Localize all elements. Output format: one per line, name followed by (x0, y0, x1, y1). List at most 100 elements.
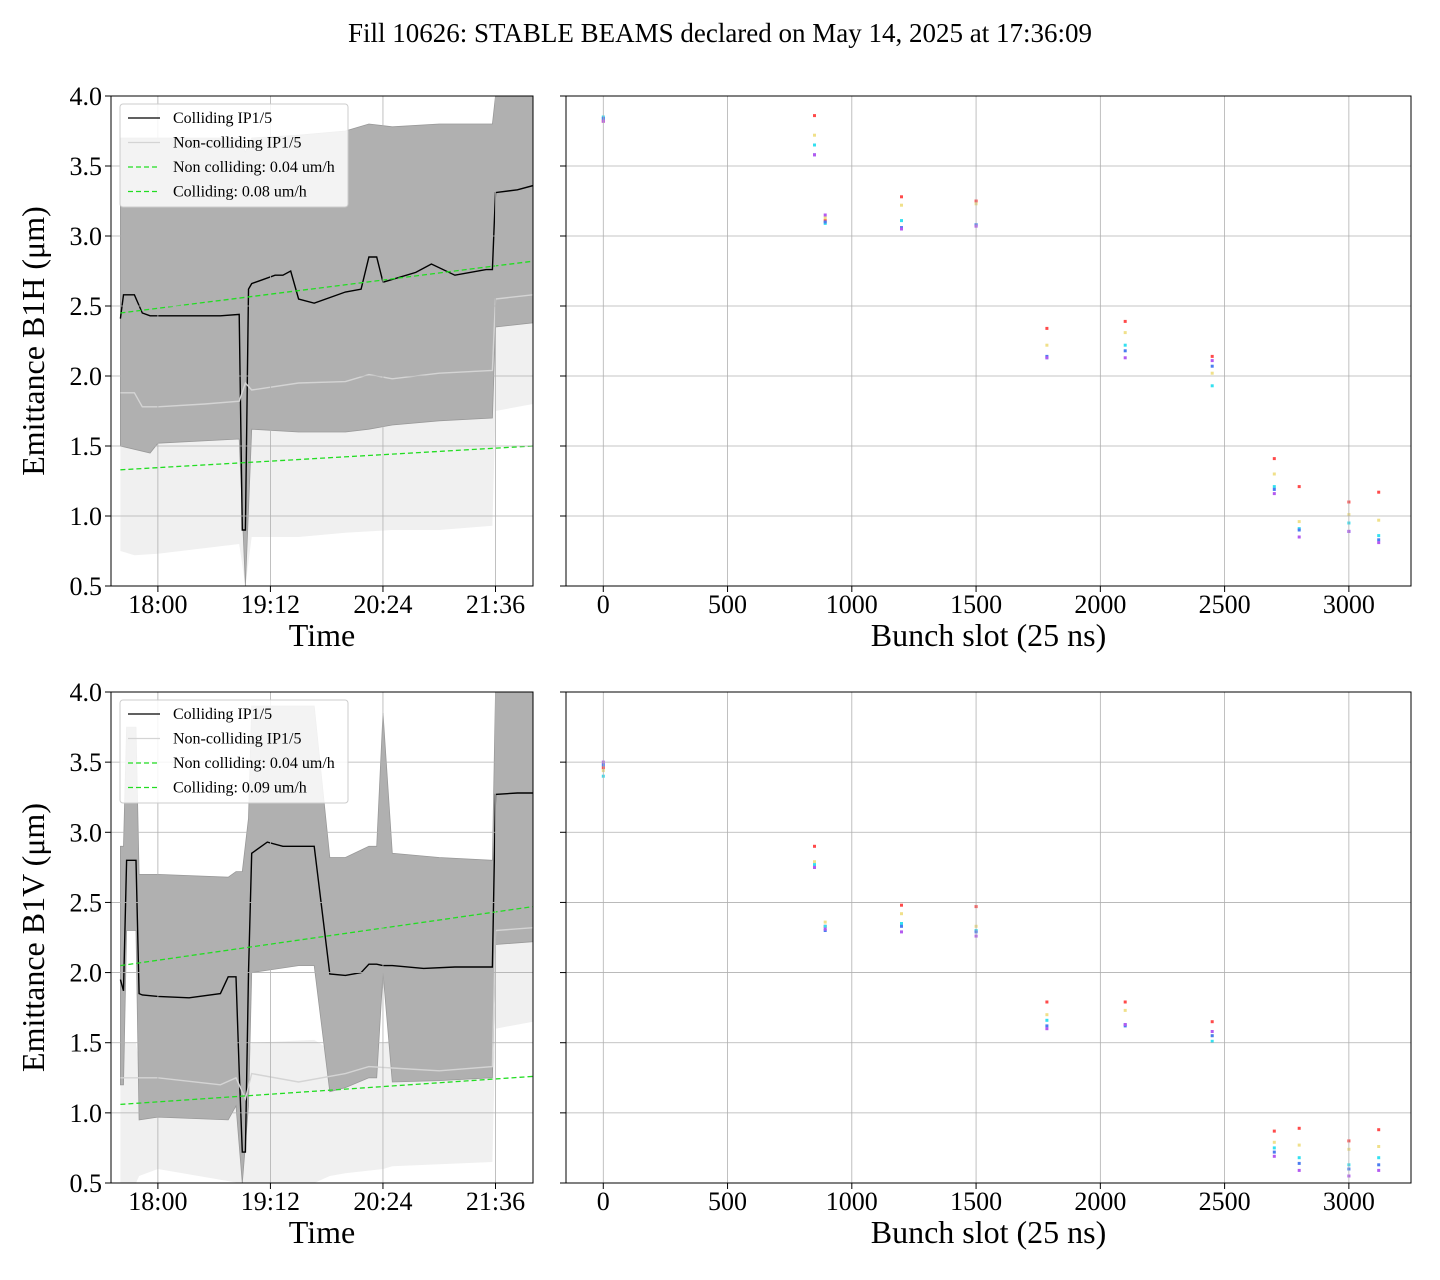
data-point (1123, 1023, 1127, 1026)
data-point (1210, 364, 1214, 368)
data-point (1045, 1024, 1049, 1028)
data-point (823, 927, 827, 931)
series-noncolliding (120, 927, 533, 1101)
y-tick-label: 1.0 (70, 1099, 103, 1128)
x-tick-label: 20:24 (353, 590, 412, 619)
y-axis-label: Emittance B1H (μm) (15, 206, 51, 476)
y-tick-label: 3.5 (70, 152, 103, 181)
data-point (813, 844, 816, 848)
y-tick-label: 1.5 (70, 1029, 103, 1058)
data-point (1297, 1161, 1301, 1165)
data-point (900, 924, 903, 928)
data-point (1045, 343, 1049, 347)
data-point (1123, 1008, 1127, 1012)
series-fit-line (120, 445, 533, 471)
x-tick-label: 1500 (950, 1187, 1002, 1216)
y-tick-label: 0.5 (70, 1169, 103, 1198)
x-tick-label: 18:00 (128, 1187, 187, 1216)
data-point (1210, 359, 1214, 363)
legend-label: Colliding IP1/5 (173, 706, 272, 723)
legend-label: Non colliding: 0.04 um/h (173, 159, 335, 176)
series-fit-line (120, 1075, 533, 1106)
data-point (900, 912, 903, 916)
grid (566, 95, 1411, 587)
y-tick-label: 2.0 (70, 959, 103, 988)
plot-area (601, 114, 1381, 545)
data-point (813, 860, 816, 864)
x-tick-label: 2500 (1199, 1187, 1251, 1216)
series-colliding (119, 792, 533, 1153)
data-point (1377, 538, 1381, 542)
data-point (813, 865, 816, 869)
data-point (900, 922, 903, 925)
plot-area (119, 96, 533, 586)
data-point (1297, 1168, 1301, 1172)
data-point (1272, 1150, 1276, 1154)
x-tick-label: 3000 (1323, 1187, 1375, 1216)
y-tick-label: 3.0 (70, 222, 103, 251)
data-point (1272, 472, 1276, 476)
y-tick-label: 2.5 (70, 292, 103, 321)
x-tick-label: 1500 (950, 590, 1002, 619)
data-point (1210, 1030, 1214, 1033)
data-point (1210, 1039, 1214, 1043)
y-tick-label: 0.5 (70, 572, 103, 601)
x-tick-label: 3000 (1323, 590, 1375, 619)
data-point (900, 903, 903, 907)
data-point (1210, 354, 1214, 358)
data-point (1272, 485, 1276, 489)
data-point (823, 213, 827, 217)
plot-area (601, 760, 1381, 1178)
legend-box (119, 103, 349, 208)
data-point (1377, 541, 1381, 545)
x-tick-label: 20:24 (353, 1187, 412, 1216)
x-tick-label: 19:12 (241, 1187, 300, 1216)
y-tick-label: 3.5 (70, 748, 103, 777)
data-point (1045, 326, 1049, 330)
data-point (1210, 384, 1214, 388)
data-point (900, 195, 903, 199)
y-tick-label: 4.0 (70, 678, 103, 707)
x-axis-label: Bunch slot (25 ns) (871, 1214, 1107, 1250)
data-point (1045, 1000, 1049, 1004)
data-point (1123, 356, 1127, 360)
figure-title: Fill 10626: STABLE BEAMS declared on May… (347, 18, 1093, 48)
series-noncolliding (120, 294, 533, 408)
data-point (813, 133, 816, 137)
legend-box (119, 699, 349, 804)
series-fit-line (120, 905, 533, 967)
y-tick-label: 2.5 (70, 888, 103, 917)
chart-panel-top-left: 0.5 1.0 1.5 2.0 2.5 3.0 3.5 4.0 18:00 19:12 20:24 2… (15, 82, 534, 653)
data-point (823, 220, 827, 224)
data-point (1272, 1129, 1276, 1133)
data-point (1123, 343, 1127, 347)
axes-frame (110, 691, 534, 1184)
chart-panel-bottom-right: 0 500 1000 1500 2000 2500 3000 Bunch slot (25 n… (560, 691, 1412, 1250)
legend-label: Colliding IP1/5 (173, 110, 272, 127)
x-tick-label: 19:12 (241, 590, 300, 619)
data-point (1377, 1168, 1381, 1172)
x-axis-label: Bunch slot (25 ns) (871, 617, 1107, 653)
x-tick-label: 21:36 (466, 590, 525, 619)
y-tick-label: 3.0 (70, 818, 103, 847)
y-tick-label: 1.0 (70, 502, 103, 531)
x-axis-label: Time (289, 617, 355, 653)
y-axis-label: Emittance B1V (μm) (15, 803, 51, 1072)
data-point (813, 863, 816, 867)
data-point (900, 219, 903, 223)
x-tick-label: 2500 (1199, 590, 1251, 619)
data-point (823, 920, 827, 924)
data-point (1272, 1146, 1276, 1150)
data-point (1377, 1145, 1381, 1148)
y-tick-label: 4.0 (70, 82, 103, 111)
colliding-band (120, 692, 533, 1183)
x-tick-label: 500 (708, 590, 747, 619)
data-point (1272, 487, 1276, 491)
data-point (1045, 1018, 1049, 1022)
axes-frame (565, 95, 1412, 587)
x-tick-label: 0 (597, 590, 610, 619)
data-point (1272, 1140, 1276, 1144)
data-point (823, 216, 827, 220)
x-tick-label: 1000 (826, 1187, 878, 1216)
